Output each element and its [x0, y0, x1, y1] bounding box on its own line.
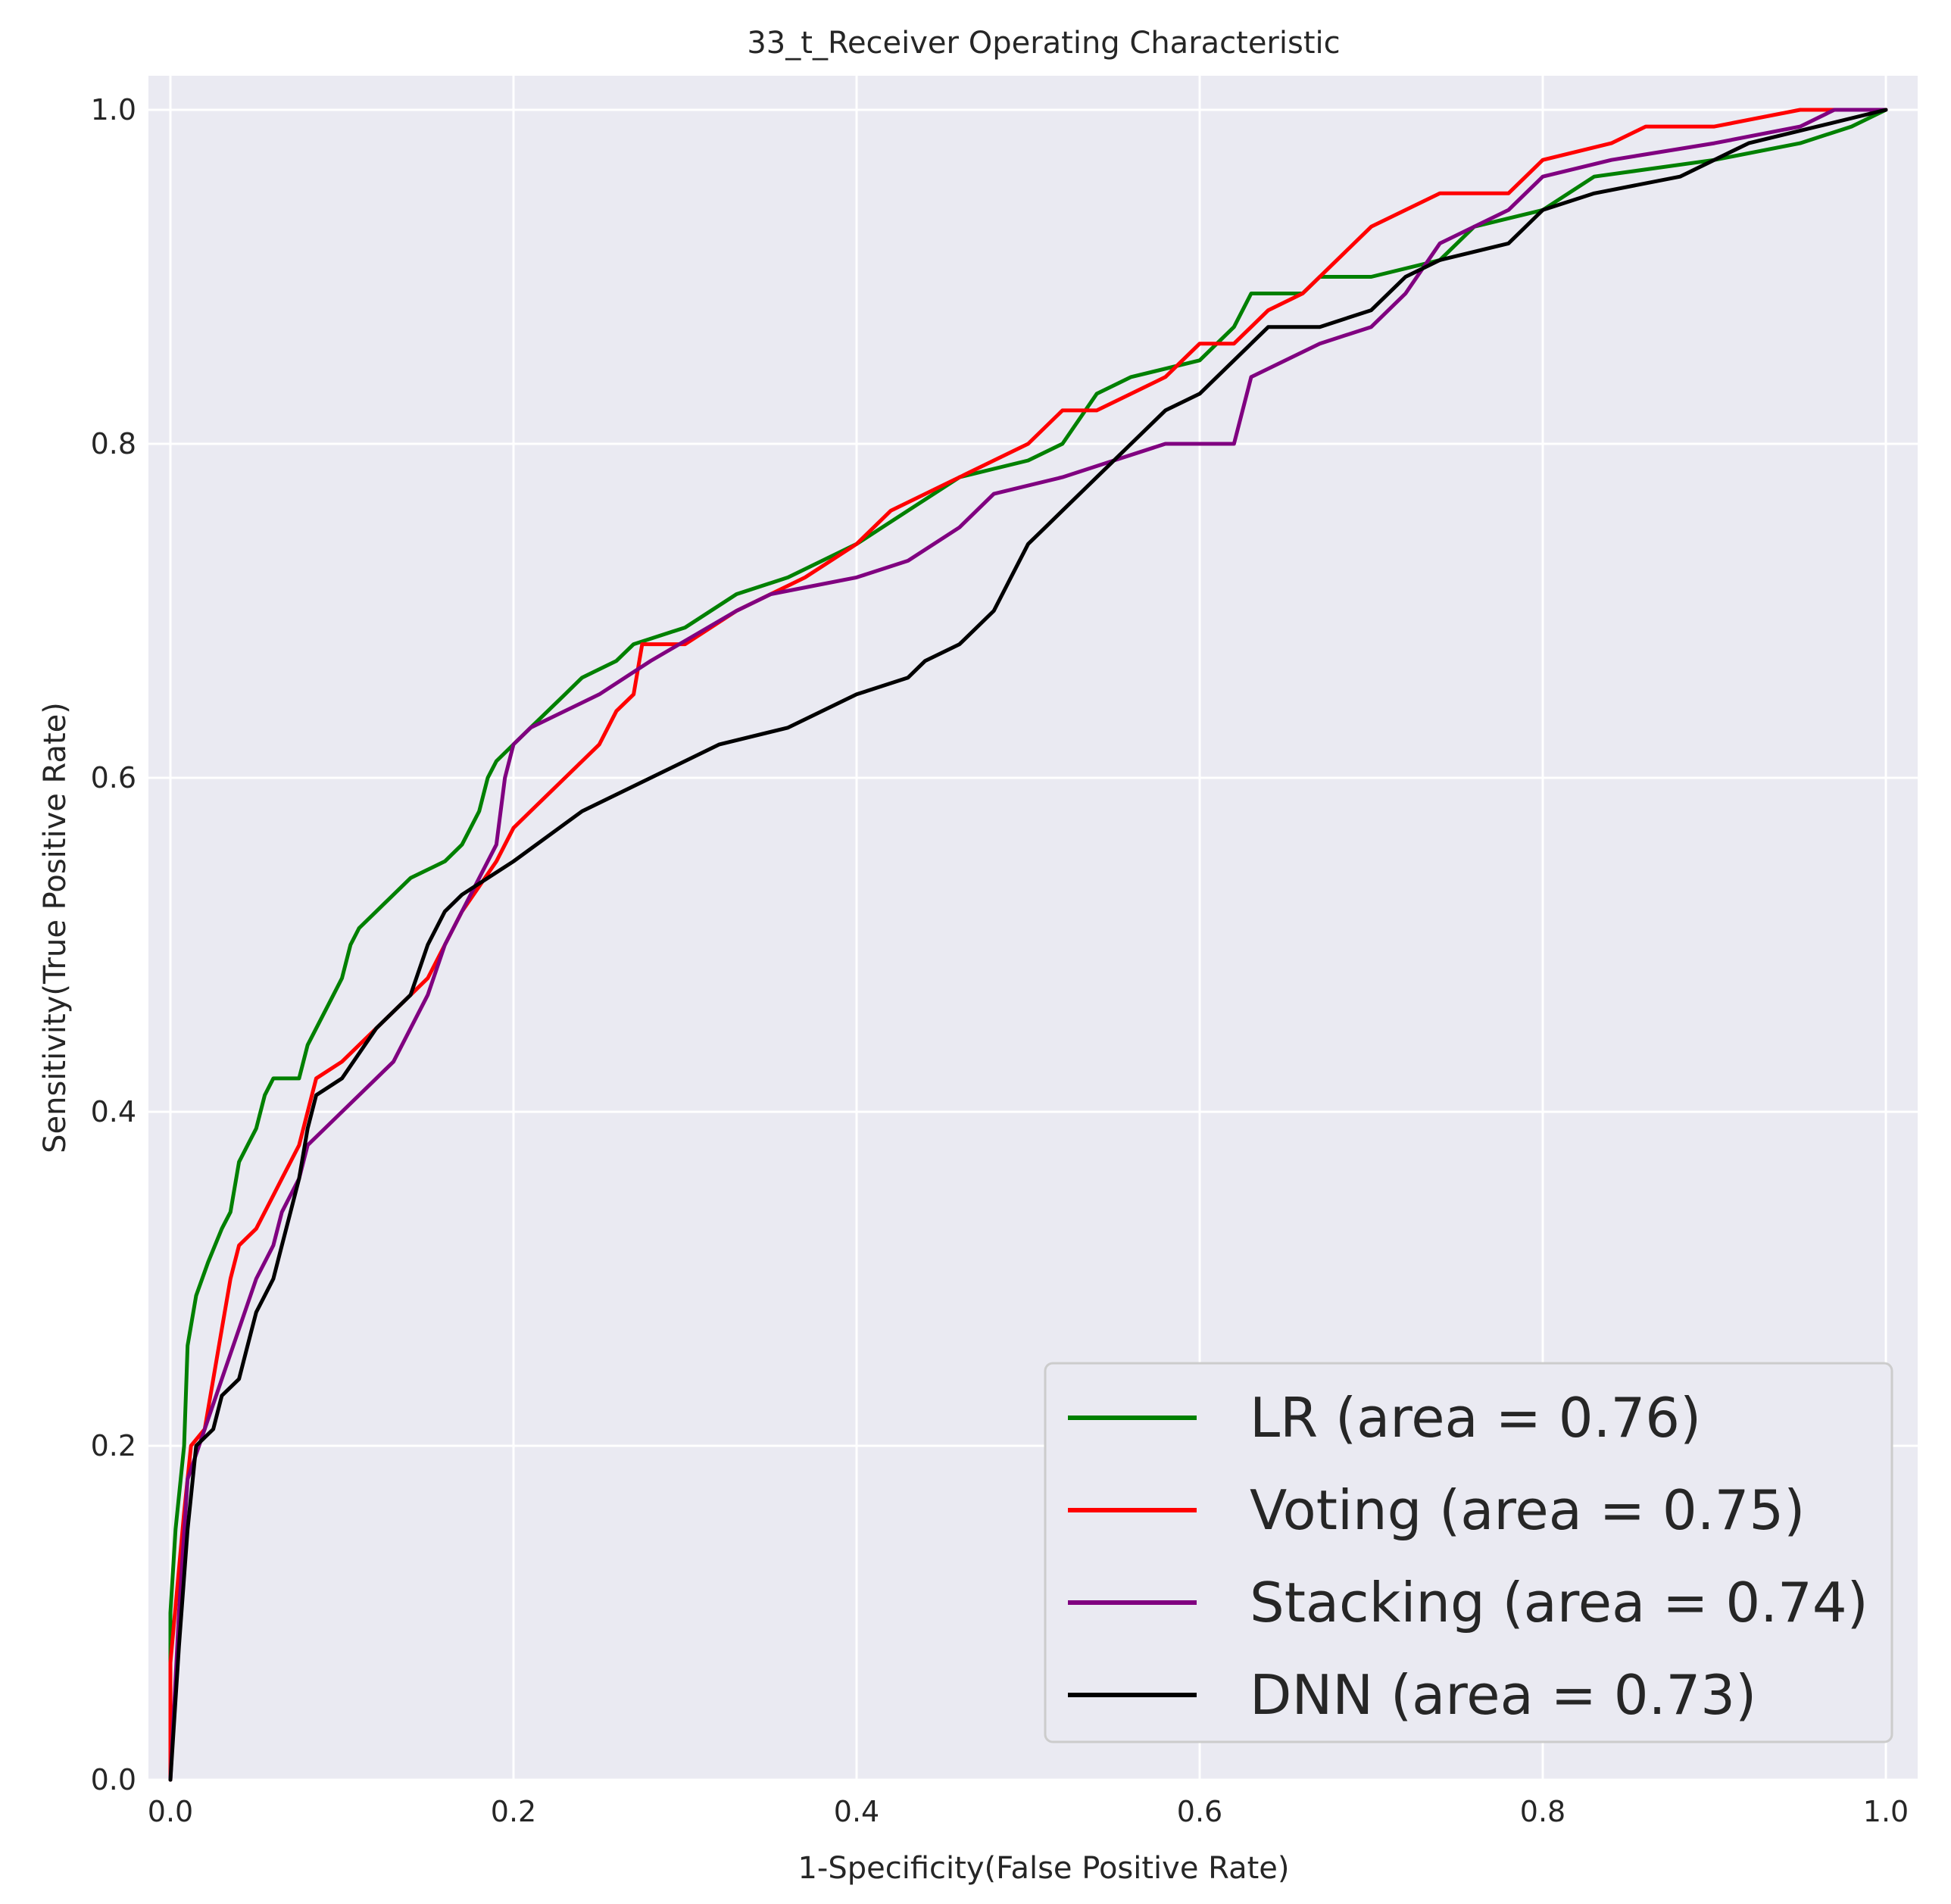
x-axis-ticks: 0.0 0.2 0.4 0.6 0.8 1.0: [148, 1795, 1909, 1828]
legend-box: [1044, 1362, 1893, 1743]
legend-label-dnn: DNN (area = 0.73): [1250, 1663, 1756, 1727]
legend: LR (area = 0.76) Voting (area = 0.75) Stac…: [1044, 1362, 1893, 1743]
x-tick-label: 1.0: [1863, 1795, 1909, 1828]
y-tick-label: 0.4: [91, 1095, 136, 1128]
x-tick-label: 0.8: [1520, 1795, 1565, 1828]
legend-label-lr: LR (area = 0.76): [1250, 1386, 1701, 1450]
y-tick-label: 0.8: [91, 427, 136, 460]
chart-title: 33_t_Receiver Operating Characteristic: [747, 26, 1340, 61]
y-axis-ticks: 0.0 0.2 0.4 0.6 0.8 1.0: [91, 93, 136, 1796]
legend-label-voting: Voting (area = 0.75): [1250, 1478, 1805, 1542]
grid: [148, 76, 1918, 1781]
x-tick-label: 0.0: [148, 1795, 193, 1828]
series-line-voting: [168, 108, 1888, 1782]
y-tick-label: 1.0: [91, 93, 136, 126]
series-line-lr: [168, 108, 1888, 1782]
y-axis-label: Sensitivity(True Positive Rate): [38, 702, 73, 1153]
series-lines: [168, 108, 1888, 1782]
y-tick-label: 0.2: [91, 1429, 136, 1462]
y-tick-label: 0.0: [91, 1763, 136, 1796]
series-line-dnn: [168, 108, 1888, 1782]
y-tick-label: 0.6: [91, 761, 136, 794]
series-line-stacking: [168, 108, 1888, 1782]
x-tick-label: 0.6: [1177, 1795, 1222, 1828]
x-axis-label: 1-Specificity(False Positive Rate): [798, 1851, 1289, 1886]
legend-label-stacking: Stacking (area = 0.74): [1250, 1571, 1868, 1634]
x-tick-label: 0.4: [834, 1795, 879, 1828]
x-tick-label: 0.2: [491, 1795, 536, 1828]
